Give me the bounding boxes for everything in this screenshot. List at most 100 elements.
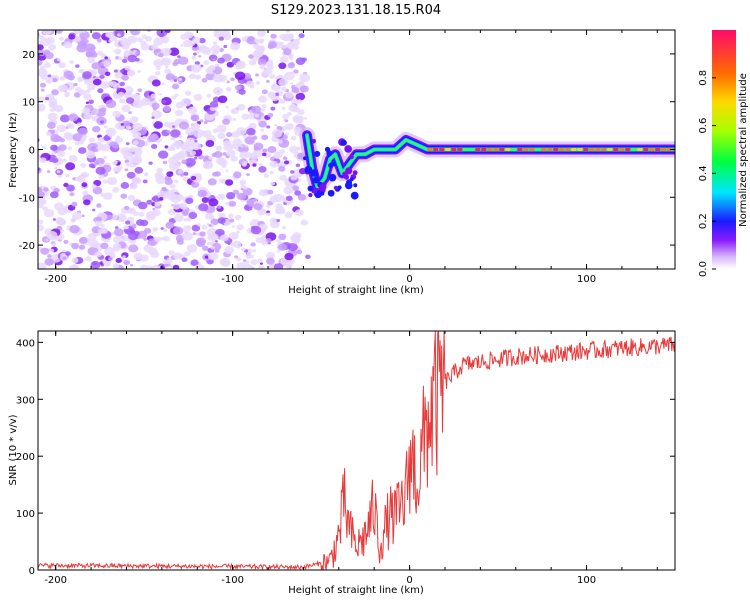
noise-blob	[248, 265, 254, 269]
noise-blob	[201, 197, 209, 203]
noise-blob	[267, 112, 274, 118]
noise-blob	[236, 224, 244, 231]
snr-line	[38, 331, 675, 570]
noise-blob	[116, 82, 121, 86]
noise-blob	[170, 79, 174, 82]
noise-blob	[47, 254, 52, 258]
noise-blob	[85, 89, 91, 93]
noise-blob	[42, 30, 53, 35]
snr-y-tick-label: 100	[16, 509, 35, 520]
noise-blob	[276, 219, 281, 222]
noise-blob	[270, 220, 280, 229]
noise-blob	[224, 246, 234, 255]
noise-blob	[68, 33, 76, 40]
noise-blob	[158, 99, 162, 102]
noise-blob	[252, 249, 257, 253]
noise-blob	[232, 240, 242, 248]
transition-blob	[353, 183, 358, 188]
ridge-hot-segment	[445, 148, 451, 151]
spectrogram-x-axis-label: Height of straight line (km)	[288, 285, 424, 296]
noise-blob	[125, 226, 129, 229]
noise-blob	[207, 178, 217, 186]
noise-blob	[54, 202, 64, 211]
noise-blob	[285, 132, 289, 136]
noise-blob	[38, 167, 41, 171]
noise-blob	[227, 242, 231, 245]
noise-blob	[260, 38, 265, 42]
noise-blob	[232, 117, 237, 121]
noise-blob	[164, 48, 172, 55]
noise-blob	[160, 57, 172, 66]
noise-blob	[300, 85, 309, 93]
noise-blob	[141, 34, 148, 39]
noise-blob	[65, 173, 70, 178]
snr-x-axis-label: Height of straight line (km)	[288, 585, 424, 596]
noise-blob	[230, 77, 235, 82]
noise-blob	[223, 140, 232, 147]
noise-blob	[137, 88, 143, 93]
ridge-hot-segment	[529, 148, 535, 151]
noise-blob	[73, 92, 81, 98]
noise-blob	[38, 59, 43, 66]
noise-blob	[105, 127, 117, 137]
noise-blob	[77, 127, 88, 136]
noise-blob	[258, 166, 267, 173]
noise-blob	[94, 220, 103, 227]
noise-blob	[173, 213, 184, 222]
noise-blob	[49, 191, 59, 199]
noise-blob	[72, 133, 83, 142]
noise-blob	[91, 32, 101, 40]
noise-blob	[180, 97, 192, 107]
noise-blob	[305, 254, 311, 260]
noise-blob	[133, 231, 140, 236]
noise-blob	[146, 199, 153, 205]
noise-blob	[140, 43, 150, 51]
noise-blob	[43, 209, 55, 218]
noise-blob	[266, 79, 270, 83]
noise-blob	[210, 218, 219, 226]
noise-blob	[117, 91, 125, 97]
noise-blob	[178, 121, 190, 130]
noise-blob	[52, 218, 56, 221]
ridge-hot-segment	[481, 148, 487, 151]
noise-blob	[148, 161, 153, 165]
noise-blob	[231, 225, 236, 229]
ridge-hot-segment	[553, 148, 559, 151]
noise-blob	[38, 219, 44, 225]
noise-blob	[85, 256, 92, 262]
noise-blob	[203, 120, 208, 125]
noise-blob	[229, 218, 235, 223]
noise-blob	[133, 140, 139, 145]
noise-blob	[286, 42, 296, 50]
noise-blob	[151, 197, 156, 201]
transition-blob	[349, 154, 354, 160]
ridge-hot-segment	[583, 148, 589, 151]
noise-blob	[197, 45, 208, 53]
noise-blob	[163, 236, 170, 242]
noise-blob	[293, 69, 299, 74]
noise-blob	[270, 106, 276, 111]
ridge-hot-segment	[619, 148, 625, 151]
ridge-hot-segment	[571, 148, 577, 151]
noise-blob	[291, 87, 300, 94]
noise-blob	[191, 55, 197, 60]
noise-blob	[83, 112, 93, 120]
ridge-hot-segment	[625, 148, 631, 151]
ridge-hot-segment	[577, 148, 583, 151]
noise-blob	[121, 104, 131, 113]
noise-blob	[120, 123, 124, 126]
noise-blob	[204, 212, 214, 220]
noise-blob	[151, 116, 155, 119]
noise-blob	[229, 232, 239, 240]
noise-blob	[108, 39, 113, 43]
noise-blob	[172, 264, 180, 269]
noise-blob	[119, 217, 125, 222]
noise-blob	[187, 106, 197, 114]
noise-blob	[261, 134, 269, 141]
noise-blob	[284, 211, 293, 219]
noise-blob	[116, 135, 120, 138]
noise-blob	[266, 212, 271, 217]
ridge-hot-segment	[517, 148, 523, 151]
noise-blob	[87, 56, 96, 64]
